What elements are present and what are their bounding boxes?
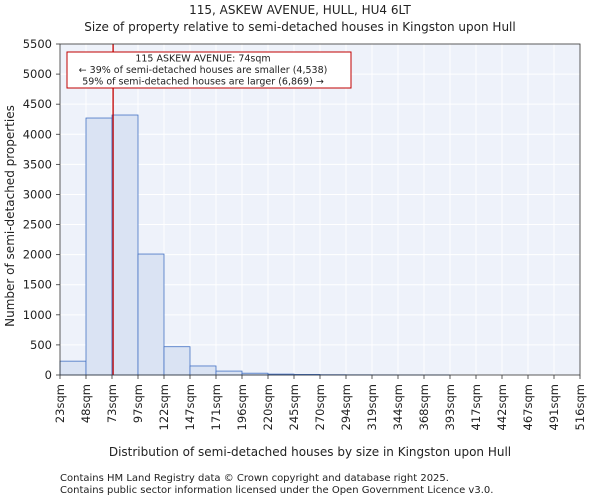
annotation-line-2: ← 39% of semi-detached houses are smalle…: [79, 65, 328, 76]
x-tick-label: 147sqm: [183, 384, 197, 430]
x-tick-label: 171sqm: [209, 384, 223, 430]
x-axis-ticks: 23sqm 48sqm 73sqm 97sqm 122sqm 147sqm 171sqm 19…: [53, 375, 587, 430]
x-tick-label: 344sqm: [391, 384, 405, 430]
y-tick-label: 3500: [23, 157, 52, 171]
annotation-line-1: 115 ASKEW AVENUE: 74sqm: [135, 54, 270, 65]
x-tick-label: 270sqm: [313, 384, 327, 430]
x-tick-label: 491sqm: [547, 384, 561, 430]
y-tick-label: 4000: [23, 127, 52, 141]
x-tick-label: 122sqm: [157, 384, 171, 430]
x-tick-label: 245sqm: [287, 384, 301, 430]
y-axis-label: Number of semi-detached properties: [3, 105, 17, 327]
x-tick-label: 97sqm: [131, 384, 145, 423]
x-tick-label: 73sqm: [105, 384, 119, 423]
footer-line-2: Contains public sector information licen…: [60, 485, 493, 496]
annotation-box: 115 ASKEW AVENUE: 74sqm ← 39% of semi-de…: [66, 51, 352, 89]
y-tick-label: 5000: [23, 67, 52, 81]
y-tick-label: 1000: [23, 308, 52, 322]
y-tick-label: 1500: [23, 278, 52, 292]
y-tick-label: 3000: [23, 187, 52, 201]
x-tick-label: 294sqm: [339, 384, 353, 430]
bars: [59, 114, 451, 376]
footer-line-1: Contains HM Land Registry data © Crown c…: [60, 473, 449, 484]
x-tick-label: 442sqm: [495, 384, 509, 430]
x-tick-label: 368sqm: [417, 384, 431, 430]
y-tick-label: 0: [45, 368, 52, 382]
x-tick-label: 48sqm: [79, 384, 93, 423]
x-tick-label: 393sqm: [443, 384, 457, 430]
bar-48sqm: [85, 117, 113, 376]
x-tick-label: 196sqm: [235, 384, 249, 430]
x-tick-label: 220sqm: [261, 384, 275, 430]
y-tick-label: 5500: [23, 37, 52, 51]
y-tick-label: 2500: [23, 218, 52, 232]
x-tick-label: 516sqm: [573, 384, 587, 430]
x-tick-label: 467sqm: [521, 384, 535, 430]
bar-73sqm: [111, 114, 139, 376]
y-axis-ticks: 0 500 1000 1500 2000 2500 3000 3500 4000 4500 5000…: [23, 37, 60, 382]
bar-122sqm: [163, 346, 191, 376]
bar-147sqm: [189, 365, 217, 376]
x-tick-label: 417sqm: [469, 384, 483, 430]
annotation-line-3: 59% of semi-detached houses are larger (…: [82, 77, 324, 88]
y-tick-label: 4500: [23, 97, 52, 111]
chart-title: 115, ASKEW AVENUE, HULL, HU4 6LT: [189, 3, 411, 17]
bar-171sqm: [215, 370, 243, 376]
bar-97sqm: [137, 253, 165, 376]
y-tick-label: 500: [30, 338, 52, 352]
bar-23sqm: [59, 360, 87, 376]
chart-subtitle: Size of property relative to semi-detach…: [84, 20, 515, 34]
y-tick-label: 2000: [23, 248, 52, 262]
x-tick-label: 23sqm: [53, 384, 67, 423]
x-axis-label: Distribution of semi-detached houses by …: [109, 445, 511, 459]
x-tick-label: 319sqm: [365, 384, 379, 430]
